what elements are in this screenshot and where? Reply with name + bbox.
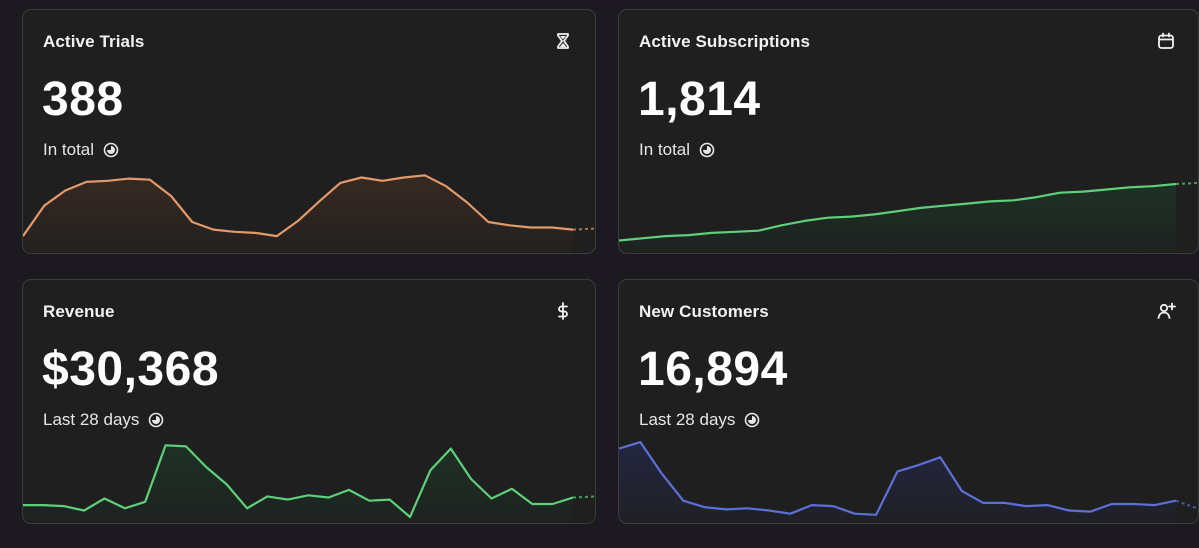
- card-subtitle-row: Last 28 days: [639, 410, 760, 430]
- time-range-icon[interactable]: [148, 412, 164, 428]
- calendar-icon: [1158, 32, 1174, 49]
- card-subtitle: In total: [43, 140, 95, 159]
- sparkline-area: [23, 175, 573, 253]
- card-subtitle-row: In total: [43, 140, 119, 160]
- trend-sparkline: [23, 174, 595, 253]
- card-title: Active Subscriptions: [639, 32, 811, 51]
- card-value: 1,814: [638, 73, 761, 126]
- card-subtitle-row: In total: [639, 140, 715, 160]
- sparkline-forecast: [572, 227, 595, 231]
- sparkline-line: [619, 182, 1177, 242]
- sparkline-line: [619, 441, 1177, 516]
- card-subtitle: Last 28 days: [43, 410, 140, 429]
- card-subtitle: Last 28 days: [639, 410, 736, 429]
- time-range-icon[interactable]: [699, 142, 715, 158]
- card-title: Revenue: [43, 302, 115, 321]
- sparkline-forecast: [1175, 182, 1198, 185]
- card-title: Active Trials: [43, 32, 145, 51]
- card-value: 388: [42, 73, 124, 126]
- active-subscriptions-card[interactable]: Active Subscriptions 1,814 In total: [618, 9, 1199, 254]
- new-customers-card[interactable]: New Customers 16,894 Last 28 days: [618, 279, 1199, 524]
- sparkline-area: [619, 184, 1176, 253]
- sparkline-forecast: [1175, 499, 1198, 510]
- card-value: 16,894: [638, 343, 788, 396]
- revenue-card[interactable]: Revenue $30,368 Last 28 days: [22, 279, 596, 524]
- sparkline-area: [619, 442, 1176, 523]
- time-range-icon[interactable]: [744, 412, 760, 428]
- sparkline-area: [23, 445, 573, 523]
- hourglass-icon: [557, 33, 569, 49]
- card-subtitle-row: Last 28 days: [43, 410, 164, 430]
- sparkline-line: [23, 444, 574, 519]
- time-range-icon[interactable]: [103, 142, 119, 158]
- dollar-icon: [558, 302, 568, 320]
- sparkline-forecast: [572, 495, 595, 499]
- sparkline-line: [23, 174, 574, 238]
- add-user-icon: [1157, 302, 1176, 319]
- trend-sparkline: [619, 441, 1198, 523]
- card-title: New Customers: [639, 302, 769, 321]
- card-value: $30,368: [42, 343, 220, 396]
- trend-sparkline: [23, 444, 595, 523]
- active-trials-card[interactable]: Active Trials 388 In total: [22, 9, 596, 254]
- trend-sparkline: [619, 182, 1198, 253]
- card-subtitle: In total: [639, 140, 691, 159]
